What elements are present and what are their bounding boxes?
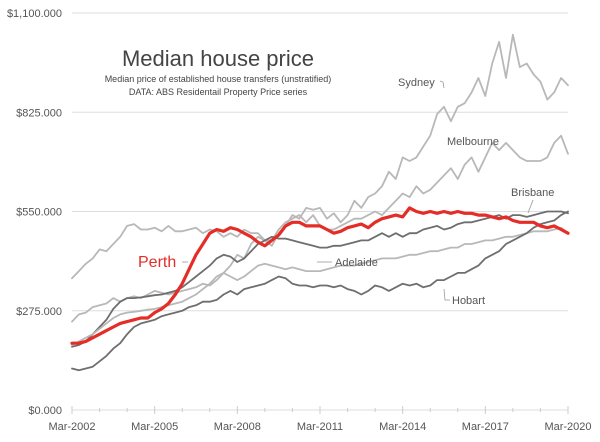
series-line-brisbane xyxy=(71,210,569,348)
x-axis: Mar-2002 Mar-2005 Mar-2008 Mar-2011 Mar-2014… xyxy=(48,406,592,433)
series-line-hobart xyxy=(71,210,569,372)
y-tick-label: $1,100.000 xyxy=(7,8,62,20)
label-sydney: Sydney xyxy=(398,77,435,89)
label-melbourne: Melbourne xyxy=(447,136,499,148)
y-tick-label: $275.000 xyxy=(16,306,62,318)
chart-subtitle-line-1: Median price of established house transf… xyxy=(105,74,332,84)
x-tick-label: Mar-2005 xyxy=(131,421,178,433)
label-adelaide: Adelaide xyxy=(335,257,378,269)
x-tick-label: Mar-2017 xyxy=(462,421,509,433)
series-line-perth xyxy=(70,206,570,345)
series-layer xyxy=(70,33,570,372)
y-axis: $0.000 $275.000 $550.000 $825.000 $1,100.000 xyxy=(7,8,62,417)
y-tick-label: $0.000 xyxy=(28,405,62,417)
x-tick-label: Mar-2008 xyxy=(214,421,261,433)
series-line-adelaide xyxy=(71,226,569,346)
label-brisbane: Brisbane xyxy=(511,187,554,199)
y-tick-label: $825.000 xyxy=(16,107,62,119)
leader-brisbane xyxy=(527,199,534,214)
chart-title: Median house price xyxy=(122,46,314,71)
label-perth: Perth xyxy=(138,254,176,271)
series-labels: Sydney Melbourne Brisbane Adelaide Hobar… xyxy=(138,77,554,307)
x-tick-label: Mar-2002 xyxy=(48,421,95,433)
y-tick-label: $550.000 xyxy=(16,207,62,219)
leader-hobart xyxy=(443,288,450,301)
chart-subtitle-line-2: DATA: ABS Residentail Property Price ser… xyxy=(129,87,308,97)
gridlines xyxy=(72,12,568,312)
x-tick-label: Mar-2011 xyxy=(297,421,343,433)
x-tick-label: Mar-2014 xyxy=(379,421,426,433)
chart-title-block: Median house price Median price of estab… xyxy=(105,46,332,97)
label-hobart: Hobart xyxy=(452,295,485,307)
x-tick-label: Mar-2020 xyxy=(544,421,591,433)
leader-sydney xyxy=(439,80,445,89)
series-line-sydney xyxy=(71,33,569,280)
